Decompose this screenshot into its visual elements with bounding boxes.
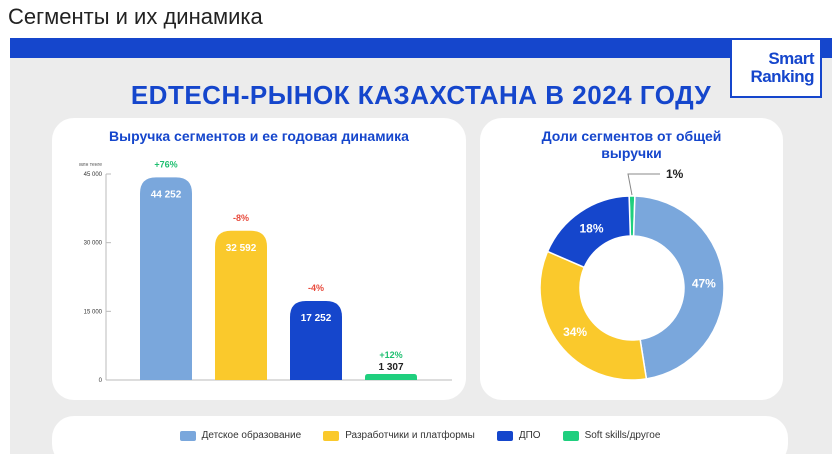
bar — [215, 230, 267, 380]
donut-label: 47% — [692, 276, 716, 290]
y-axis-unit: млн тенге — [79, 162, 102, 168]
donut-slice — [539, 250, 648, 381]
donut-chart-title: Доли сегментов от общей выручки — [541, 128, 722, 161]
page-title: Сегменты и их динамика — [8, 4, 263, 29]
legend-item: Детское образование — [179, 430, 302, 441]
y-tick-label: 45 000 — [84, 172, 103, 178]
legend-label: Разработчики и платформы — [345, 430, 475, 441]
bar-value-label: 32 592 — [226, 243, 257, 254]
bar-change-label: +12% — [379, 350, 402, 360]
donut-chart: 1% 47% 34% 18% — [539, 167, 725, 381]
donut-slice — [546, 195, 632, 269]
bar — [140, 177, 192, 380]
legend-card: Детское образование Разработчики и платфо… — [52, 416, 788, 454]
bar-chart: млн тенге 0 15 000 30 000 45 000 44 252 +76% 32… — [79, 159, 452, 384]
legend-swatch — [179, 430, 196, 441]
legend-label: Soft skills/другое — [584, 430, 661, 441]
donut-chart-card: Доли сегментов от общей выручки 1% 47% 34%… — [480, 118, 783, 400]
legend-swatch — [562, 430, 579, 441]
bar-value-label: 1 307 — [378, 362, 403, 373]
legend: Детское образование Разработчики и платфо… — [52, 430, 788, 441]
bar-value-label: 44 252 — [151, 189, 182, 200]
legend-swatch — [496, 430, 513, 441]
smart-ranking-logo: Smart Ranking — [730, 38, 822, 98]
donut-label: 1% — [666, 167, 684, 181]
donut-label: 34% — [563, 325, 587, 339]
bar-change-label: +76% — [154, 159, 177, 169]
y-tick-label: 15 000 — [84, 309, 103, 315]
bar-value-label: 17 252 — [301, 313, 332, 324]
bar-chart-title: Выручка сегментов и ее годовая динамика — [109, 128, 409, 144]
header-band — [10, 38, 832, 58]
bar-change-label: -4% — [308, 283, 324, 293]
bar — [290, 301, 342, 380]
legend-label: Детское образование — [201, 430, 302, 441]
legend-swatch — [323, 430, 340, 441]
legend-item: Разработчики и платформы — [323, 430, 475, 441]
bar-change-label: -8% — [233, 213, 249, 223]
donut-slice — [632, 195, 725, 380]
legend-item: Soft skills/другое — [562, 430, 661, 441]
slide: Smart Ranking EDTECH-РЫНОК КАЗАХСТАНА В … — [10, 38, 832, 454]
bar — [365, 374, 417, 380]
y-tick-label: 30 000 — [84, 241, 103, 247]
logo-line-2: Ranking — [750, 67, 814, 86]
y-tick-label: 0 — [99, 378, 103, 384]
legend-label: ДПО — [518, 430, 541, 441]
bar-chart-card: Выручка сегментов и ее годовая динамика … — [52, 118, 466, 400]
legend-item: ДПО — [496, 430, 541, 441]
donut-label: 18% — [580, 221, 604, 235]
logo-line-1: Smart — [768, 49, 814, 68]
donut-leader-line — [627, 173, 660, 196]
slide-title: EDTECH-РЫНОК КАЗАХСТАНА В 2024 ГОДУ — [130, 80, 712, 110]
